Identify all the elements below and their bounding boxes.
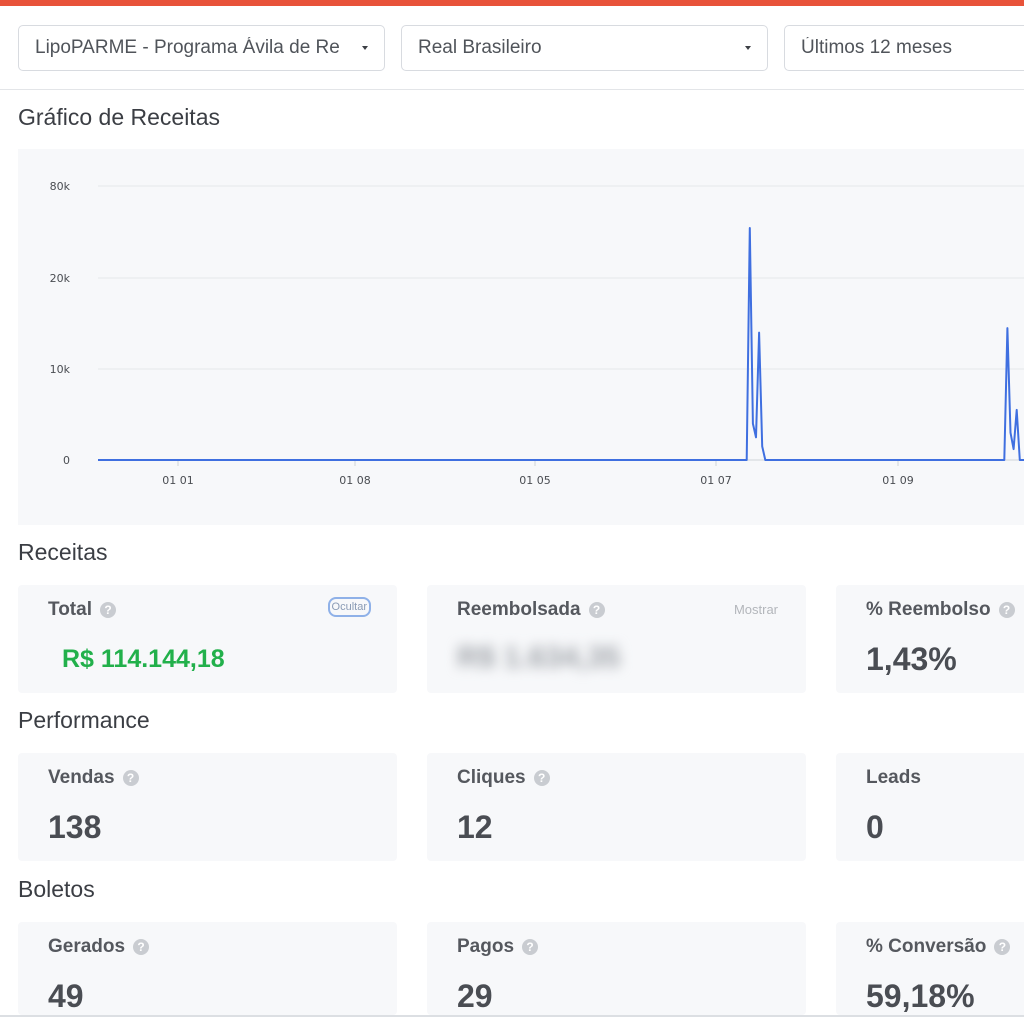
card-sales: Vendas ? 138 bbox=[18, 753, 397, 861]
question-circle-icon[interactable]: ? bbox=[122, 770, 139, 786]
card-total-revenue: Total ? Ocultar R$ 114.144,18 bbox=[18, 585, 397, 693]
boletos-conversion-value: 59,18% bbox=[866, 978, 975, 1014]
leads-value: 0 bbox=[866, 809, 884, 845]
product-select-value: LipoPARME - Programa Ávila de Re bbox=[35, 37, 340, 58]
boletos-section-title: Boletos bbox=[18, 876, 95, 902]
receitas-section-title: Receitas bbox=[18, 539, 108, 565]
card-label-text: Gerados bbox=[48, 936, 126, 957]
revenue-series-line bbox=[98, 227, 1024, 461]
card-label-text: Total bbox=[48, 599, 92, 620]
x-tick-label: 01 08 bbox=[339, 474, 371, 487]
card-refund-percentage: % Reembolso ? 1,43% bbox=[836, 585, 1024, 693]
refunded-value-hidden: R$ 1.634,35 bbox=[457, 641, 621, 674]
card-label: % Reembolso ? bbox=[866, 599, 1015, 621]
question-circle-icon[interactable]: ? bbox=[994, 939, 1011, 955]
question-circle-icon[interactable]: ? bbox=[99, 602, 116, 618]
y-tick-label: 10k bbox=[50, 363, 71, 376]
product-select[interactable]: LipoPARME - Programa Ávila de Re bbox=[18, 25, 385, 71]
card-label: Leads bbox=[866, 767, 921, 789]
x-tick-label: 01 07 bbox=[700, 474, 732, 487]
clicks-value: 12 bbox=[457, 809, 493, 845]
total-revenue-value: R$ 114.144,18 bbox=[62, 645, 225, 673]
y-tick-label: 80k bbox=[50, 180, 71, 193]
question-circle-icon[interactable]: ? bbox=[533, 770, 550, 786]
card-label: Pagos ? bbox=[457, 936, 539, 958]
sales-value: 138 bbox=[48, 809, 102, 845]
card-label: Total ? bbox=[48, 599, 116, 621]
card-label-text: Cliques bbox=[457, 767, 526, 788]
card-label: % Conversão ? bbox=[866, 936, 1011, 958]
question-circle-icon[interactable]: ? bbox=[998, 602, 1015, 618]
hide-value-button[interactable]: Ocultar bbox=[327, 597, 371, 617]
currency-select-value: Real Brasileiro bbox=[418, 37, 542, 58]
performance-section-title: Performance bbox=[18, 707, 150, 733]
card-label: Cliques ? bbox=[457, 767, 550, 789]
card-leads: Leads 0 bbox=[836, 753, 1024, 861]
caret-down-icon bbox=[362, 46, 368, 50]
chart-section-title: Gráfico de Receitas bbox=[18, 104, 220, 130]
y-tick-label: 0 bbox=[63, 454, 70, 467]
top-accent-bar bbox=[0, 0, 1024, 6]
revenue-chart-svg: 0 10k 20k 80k 01 01 01 08 01 05 01 07 01 09 bbox=[50, 180, 1024, 487]
card-boletos-conversion: % Conversão ? 59,18% bbox=[836, 922, 1024, 1015]
boletos-paid-value: 29 bbox=[457, 978, 493, 1014]
card-label-text: Vendas bbox=[48, 767, 115, 788]
x-tick-label: 01 01 bbox=[162, 474, 194, 487]
revenue-chart: 0 10k 20k 80k 01 01 01 08 01 05 01 07 01 09 bbox=[18, 149, 1024, 525]
question-circle-icon[interactable]: ? bbox=[522, 939, 539, 955]
card-label-text: Reembolsada bbox=[457, 599, 581, 620]
caret-down-icon bbox=[745, 46, 751, 50]
x-tick-label: 01 09 bbox=[882, 474, 914, 487]
y-tick-label: 20k bbox=[50, 272, 71, 285]
period-select[interactable]: Últimos 12 meses bbox=[784, 25, 1024, 71]
currency-select[interactable]: Real Brasileiro bbox=[401, 25, 768, 71]
refund-percentage-value: 1,43% bbox=[866, 641, 957, 677]
question-circle-icon[interactable]: ? bbox=[588, 602, 605, 618]
card-label: Vendas ? bbox=[48, 767, 139, 789]
bottom-divider bbox=[0, 1015, 1024, 1017]
card-boletos-generated: Gerados ? 49 bbox=[18, 922, 397, 1015]
card-refunded-revenue: Reembolsada ? Mostrar R$ 1.634,35 bbox=[427, 585, 806, 693]
card-label: Gerados ? bbox=[48, 936, 150, 958]
card-label-text: % Reembolso bbox=[866, 599, 991, 620]
period-select-value: Últimos 12 meses bbox=[801, 37, 952, 58]
x-tick-label: 01 05 bbox=[519, 474, 551, 487]
card-label-text: Leads bbox=[866, 767, 921, 788]
card-label: Reembolsada ? bbox=[457, 599, 605, 621]
card-label-text: Pagos bbox=[457, 936, 515, 957]
show-value-button[interactable]: Mostrar bbox=[733, 602, 778, 617]
boletos-generated-value: 49 bbox=[48, 978, 84, 1014]
topbar-divider bbox=[0, 89, 1024, 90]
card-label-text: % Conversão bbox=[866, 936, 987, 957]
card-boletos-paid: Pagos ? 29 bbox=[427, 922, 806, 1015]
question-circle-icon[interactable]: ? bbox=[133, 939, 150, 955]
card-clicks: Cliques ? 12 bbox=[427, 753, 806, 861]
